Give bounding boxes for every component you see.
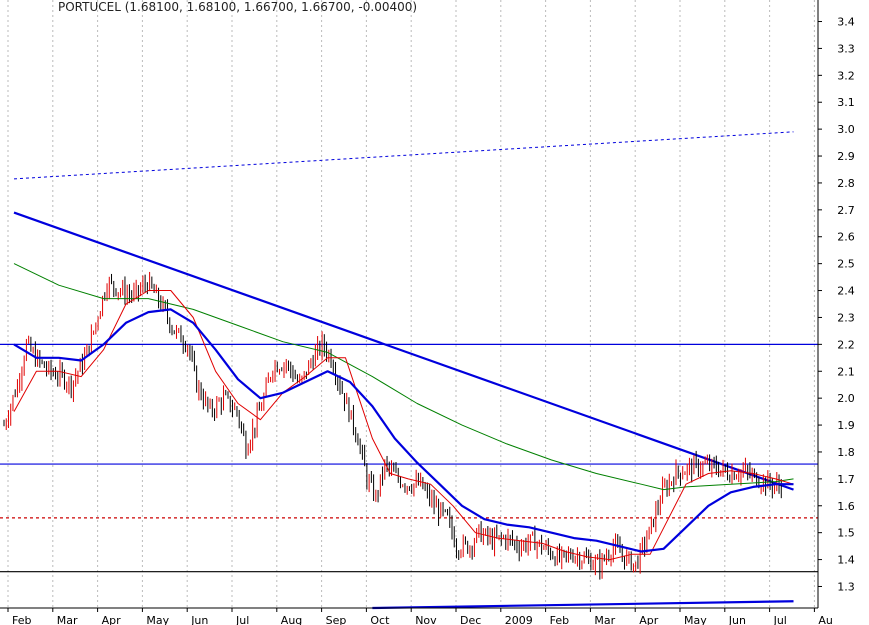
y-tick-label-19: 3.2	[837, 69, 855, 82]
y-tick-label-5: 1.8	[837, 446, 855, 459]
ma-mid-line	[13, 308, 794, 553]
x-tick-label-1: Mar	[57, 614, 78, 625]
y-tick-label-0: 1.3	[837, 580, 855, 593]
y-tick-label-10: 2.3	[837, 311, 855, 324]
chart-title: PORTUCEL (1.68100, 1.68100, 1.66700, 1.6…	[58, 0, 418, 14]
y-axis: 1.3 1.4 1.5 1.6 1.7 1.8 1.9 2.0 2.1 2.2 2.3 2.4 2.5 2…	[817, 0, 855, 608]
x-axis: Feb Mar Apr May Jun Jul Aug Sep Oct Nov Dec 2009 Feb…	[0, 607, 833, 625]
x-tick-label-7: Sep	[326, 614, 347, 625]
x-tick-label-17: Jul	[773, 614, 787, 625]
y-tick-label-1: 1.4	[837, 554, 855, 567]
y-tick-label-17: 3.0	[837, 123, 855, 136]
y-tick-label-7: 2.0	[837, 392, 855, 405]
ma-short-line	[13, 290, 794, 561]
y-tick-label-2: 1.5	[837, 527, 855, 540]
x-tick-label-18: Au	[818, 614, 833, 625]
trendline-0	[13, 211, 794, 491]
x-tick-label-8: Oct	[370, 614, 390, 625]
trend-lines	[13, 131, 794, 610]
x-tick-label-6: Aug	[281, 614, 302, 625]
y-tick-label-16: 2.9	[837, 150, 855, 163]
price-bars	[3, 271, 782, 580]
y-tick-label-6: 1.9	[837, 419, 855, 432]
y-tick-label-15: 2.8	[837, 177, 855, 190]
x-tick-label-13: Mar	[594, 614, 615, 625]
y-tick-label-9: 2.2	[837, 338, 855, 351]
x-tick-label-10: Dec	[460, 614, 481, 625]
y-tick-label-3: 1.6	[837, 500, 855, 513]
x-tick-label-2: Apr	[102, 614, 122, 625]
y-tick-label-12: 2.5	[837, 258, 855, 271]
trendline-1	[372, 600, 794, 610]
y-tick-label-21: 3.4	[837, 16, 855, 29]
x-tick-label-0: Feb	[12, 614, 31, 625]
x-tick-label-11: 2009	[505, 614, 533, 625]
x-tick-label-3: May	[146, 614, 169, 625]
y-tick-label-11: 2.4	[837, 285, 855, 298]
x-tick-label-16: Jun	[728, 614, 746, 625]
trendline-2	[13, 131, 794, 180]
grid-lines	[7, 0, 815, 608]
x-tick-label-12: Feb	[550, 614, 569, 625]
y-tick-label-14: 2.7	[837, 204, 855, 217]
y-tick-label-20: 3.3	[837, 42, 855, 55]
horizontal-levels	[0, 343, 818, 573]
x-tick-label-14: Apr	[639, 614, 659, 625]
x-tick-label-5: Jul	[235, 614, 249, 625]
y-tick-label-18: 3.1	[837, 96, 855, 109]
y-tick-label-8: 2.1	[837, 365, 855, 378]
x-tick-label-15: May	[684, 614, 707, 625]
x-tick-label-4: Jun	[190, 614, 208, 625]
ma-long-line	[13, 263, 794, 491]
y-tick-label-13: 2.6	[837, 231, 855, 244]
moving-averages	[13, 263, 794, 561]
x-tick-label-9: Nov	[415, 614, 437, 625]
y-tick-label-4: 1.7	[837, 473, 855, 486]
